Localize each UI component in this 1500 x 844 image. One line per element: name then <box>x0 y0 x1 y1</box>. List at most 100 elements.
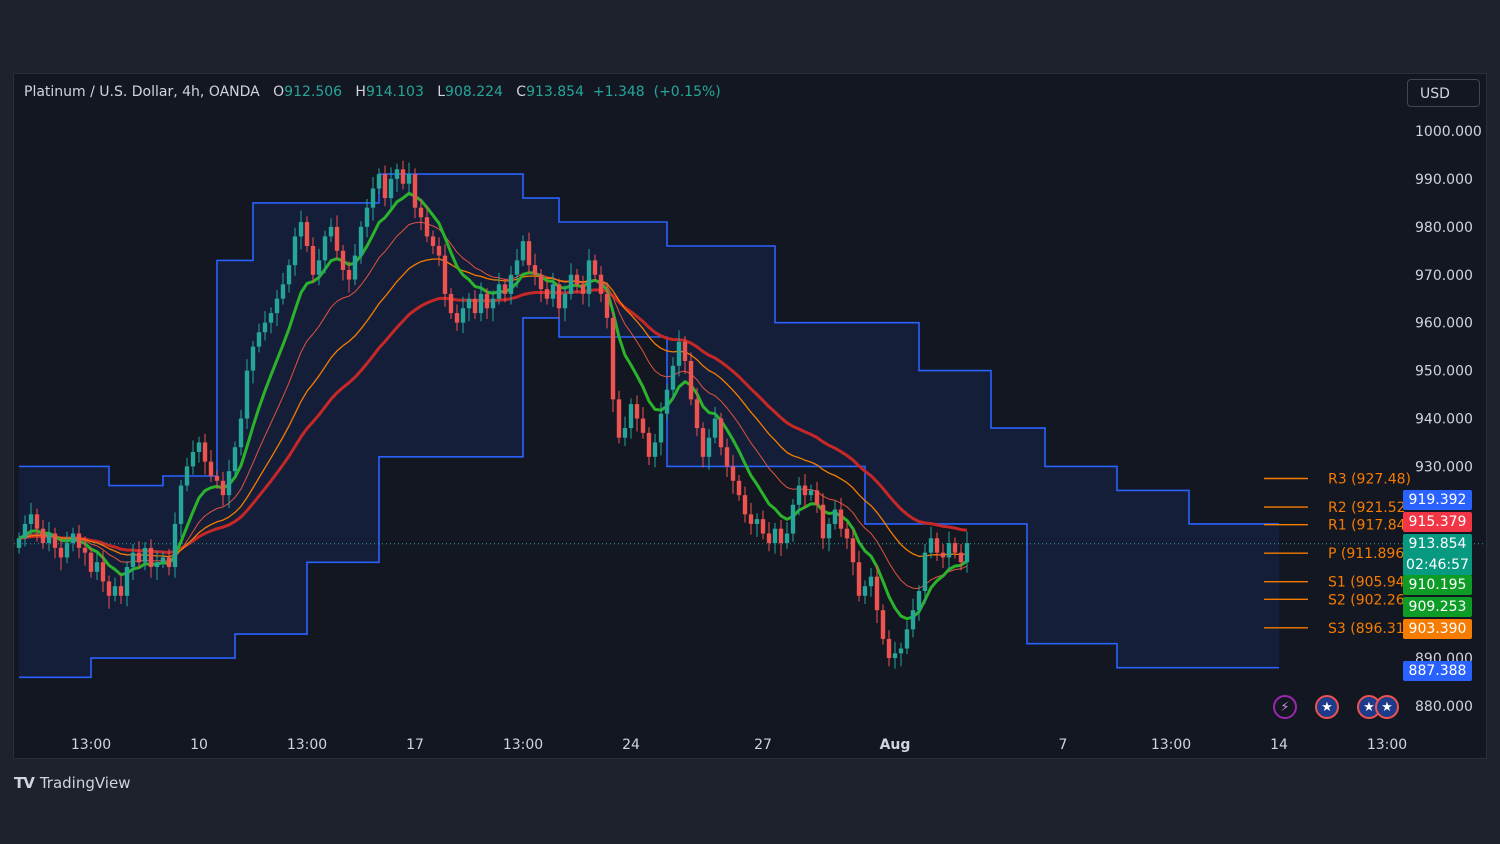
close-label: C <box>516 84 527 100</box>
candle-body <box>904 629 910 649</box>
candle-body <box>760 519 766 534</box>
candle-body <box>880 610 886 639</box>
candle-body <box>502 284 508 294</box>
candle-body <box>118 586 124 596</box>
candle-body <box>322 236 328 261</box>
candle-body <box>868 576 874 587</box>
candle-body <box>712 418 718 438</box>
candle-body <box>334 226 340 251</box>
currency-selector-button[interactable]: USD <box>1407 79 1480 107</box>
candle-body <box>658 413 664 443</box>
chart-frame[interactable]: R3 (927.48) R2 (921.52 R1 (917.84 P (911.89… <box>13 73 1487 759</box>
candle-body <box>520 241 526 261</box>
candle-body <box>196 442 202 453</box>
candle-body <box>634 404 640 419</box>
candle-body <box>790 504 796 534</box>
candle-body <box>526 241 532 266</box>
candle-body <box>232 447 238 472</box>
candle-body <box>568 274 574 294</box>
candle-body <box>610 317 616 400</box>
x-tick-label: Aug <box>880 737 911 753</box>
open-label: O <box>273 84 285 100</box>
candle-body <box>484 293 490 309</box>
us-flag-icon[interactable]: ★ <box>1315 695 1339 719</box>
candle-body <box>202 442 208 462</box>
candle-body <box>550 284 556 299</box>
candle-body <box>718 418 724 448</box>
candle-body <box>406 174 412 184</box>
y-tick-label: 970.000 <box>1415 268 1473 284</box>
price-tag-ma-red: 915.379 <box>1403 512 1472 532</box>
pivot-label-s1: S1 (905.94 <box>1328 575 1405 591</box>
price-tag-last: 913.854 02:46:57 <box>1403 534 1472 576</box>
x-tick-label: 14 <box>1270 737 1288 753</box>
candle-body <box>160 557 166 563</box>
candle-body <box>184 466 190 486</box>
candle-body <box>886 638 892 659</box>
pivot-label-p: P (911.896) <box>1328 546 1410 562</box>
candle-body <box>670 365 676 390</box>
x-tick-label: 24 <box>622 737 640 753</box>
candle-body <box>592 260 598 275</box>
y-tick-label: 940.000 <box>1415 412 1473 428</box>
candle-body <box>766 533 772 544</box>
candle-body <box>946 543 952 558</box>
candle-body <box>154 562 160 568</box>
candle-body <box>52 533 58 548</box>
candle-body <box>220 480 226 496</box>
candle-body <box>490 298 496 309</box>
candle-body <box>64 543 70 558</box>
lightning-icon[interactable]: ⚡ <box>1273 695 1297 719</box>
candle-body <box>736 480 742 496</box>
candle-body <box>754 519 760 524</box>
x-tick-label: 13:00 <box>1151 737 1191 753</box>
candle-body <box>628 404 634 429</box>
pivot-label-s3: S3 (896.312 <box>1328 621 1414 637</box>
candle-body <box>304 222 310 246</box>
candle-body <box>22 523 28 539</box>
symbol-title[interactable]: Platinum / U.S. Dollar, 4h, OANDA <box>24 84 260 100</box>
candle-body <box>112 586 118 596</box>
x-tick-label: 27 <box>754 737 772 753</box>
candle-body <box>730 466 736 481</box>
candle-body <box>898 648 904 654</box>
candle-body <box>478 293 484 314</box>
candle-body <box>280 284 286 299</box>
candle-body <box>466 298 472 309</box>
candle-body <box>556 284 562 309</box>
candle-body <box>778 528 784 544</box>
candle-body <box>274 298 280 314</box>
y-tick-label: 980.000 <box>1415 220 1473 236</box>
y-tick-label: 950.000 <box>1415 364 1473 380</box>
candle-body <box>814 490 820 505</box>
candle-body <box>808 490 814 496</box>
candle-body <box>292 236 298 266</box>
candle-body <box>88 552 94 572</box>
candle-body <box>130 552 136 568</box>
candle-body <box>856 562 862 596</box>
candle-body <box>346 269 352 280</box>
tradingview-brand[interactable]: TV TradingView <box>14 774 130 792</box>
candle-body <box>652 442 658 457</box>
y-tick-label: 990.000 <box>1415 172 1473 188</box>
y-tick-label: 960.000 <box>1415 316 1473 332</box>
us-flag-icon[interactable]: ★ <box>1375 695 1399 719</box>
candle-body <box>430 236 436 246</box>
candle-body <box>574 274 580 285</box>
candle-body <box>256 332 262 347</box>
candle-body <box>676 341 682 366</box>
pivot-label-s2: S2 (902.26 <box>1328 592 1405 608</box>
candle-body <box>310 246 316 275</box>
candle-body <box>448 293 454 314</box>
candle-body <box>952 543 958 553</box>
candle-body <box>208 461 214 476</box>
bar-countdown: 02:46:57 <box>1406 557 1469 573</box>
candle-body <box>742 495 748 515</box>
candle-body <box>148 547 154 568</box>
candle-body <box>724 447 730 467</box>
candle-body <box>580 284 586 294</box>
price-chart[interactable]: R3 (927.48) R2 (921.52 R1 (917.84 P (911.89… <box>14 74 1486 758</box>
candle-body <box>136 552 142 563</box>
price-tag-orange: 903.390 <box>1403 619 1472 639</box>
candle-body <box>238 418 244 448</box>
